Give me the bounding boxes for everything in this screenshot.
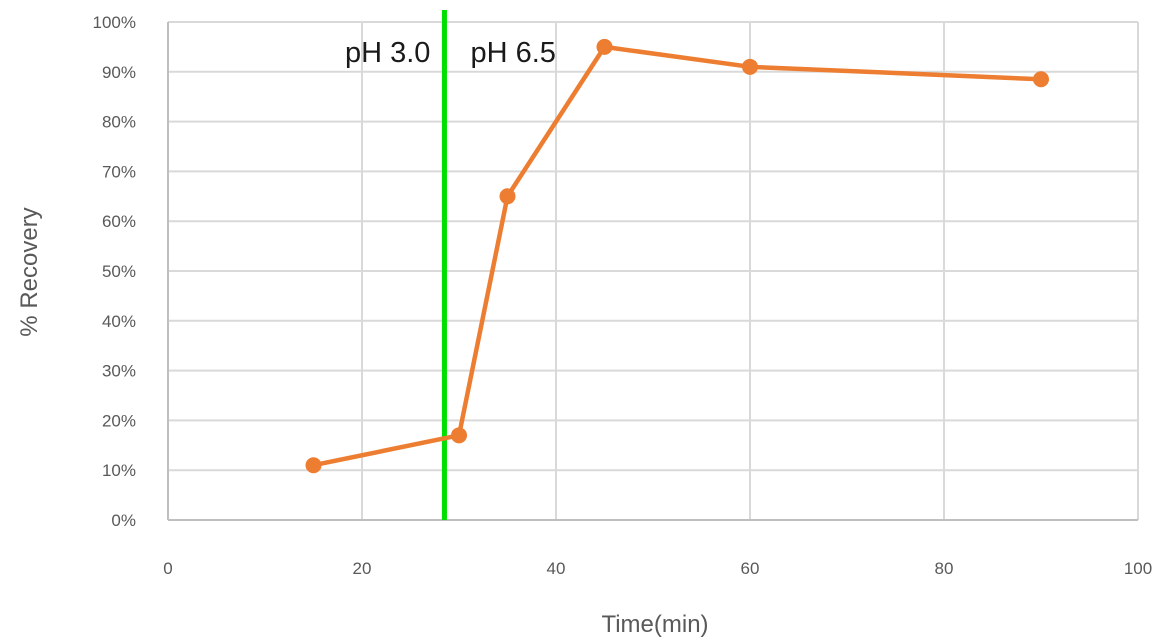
y-tick-labels: 0% 10% 20% 30% 40% 50% 60% 70% 80% 90% 100%: [93, 13, 136, 530]
data-point: [742, 58, 758, 75]
x-tick-labels: 0 20 40 60 80 100: [163, 559, 1152, 578]
y-tick-label: 100%: [93, 13, 136, 32]
data-point: [499, 188, 516, 205]
data-point: [451, 427, 467, 444]
y-tick-label: 0%: [111, 511, 136, 530]
y-tick-label: 20%: [102, 411, 136, 430]
y-tick-label: 50%: [102, 262, 136, 281]
x-axis-title: Time(min): [601, 611, 708, 638]
y-tick-label: 90%: [102, 63, 136, 82]
x-tick-label: 0: [163, 559, 172, 578]
x-tick-label: 40: [547, 559, 566, 578]
data-point: [305, 457, 322, 474]
x-tick-label: 20: [353, 559, 372, 578]
x-tick-label: 100: [1124, 559, 1152, 578]
annotation-ph-low: pH 3.0: [345, 37, 430, 69]
annotation-ph-high: pH 6.5: [470, 37, 555, 69]
y-tick-label: 40%: [102, 312, 136, 331]
data-point: [596, 38, 613, 55]
x-tick-label: 60: [741, 559, 760, 578]
x-tick-label: 80: [935, 559, 954, 578]
axes: [167, 22, 1138, 521]
y-tick-label: 60%: [102, 212, 136, 231]
y-tick-label: 30%: [102, 362, 136, 381]
annotations: pH 3.0 pH 6.5: [345, 37, 556, 69]
y-tick-label: 10%: [102, 461, 136, 480]
series-line: [313, 44, 1042, 468]
data-point: [1033, 71, 1049, 88]
y-axis-title: % Recovery: [16, 207, 43, 336]
recovery-series: [305, 38, 1049, 474]
y-tick-label: 80%: [102, 113, 136, 132]
gridlines: [168, 21, 1139, 520]
y-tick-label: 70%: [102, 162, 136, 181]
